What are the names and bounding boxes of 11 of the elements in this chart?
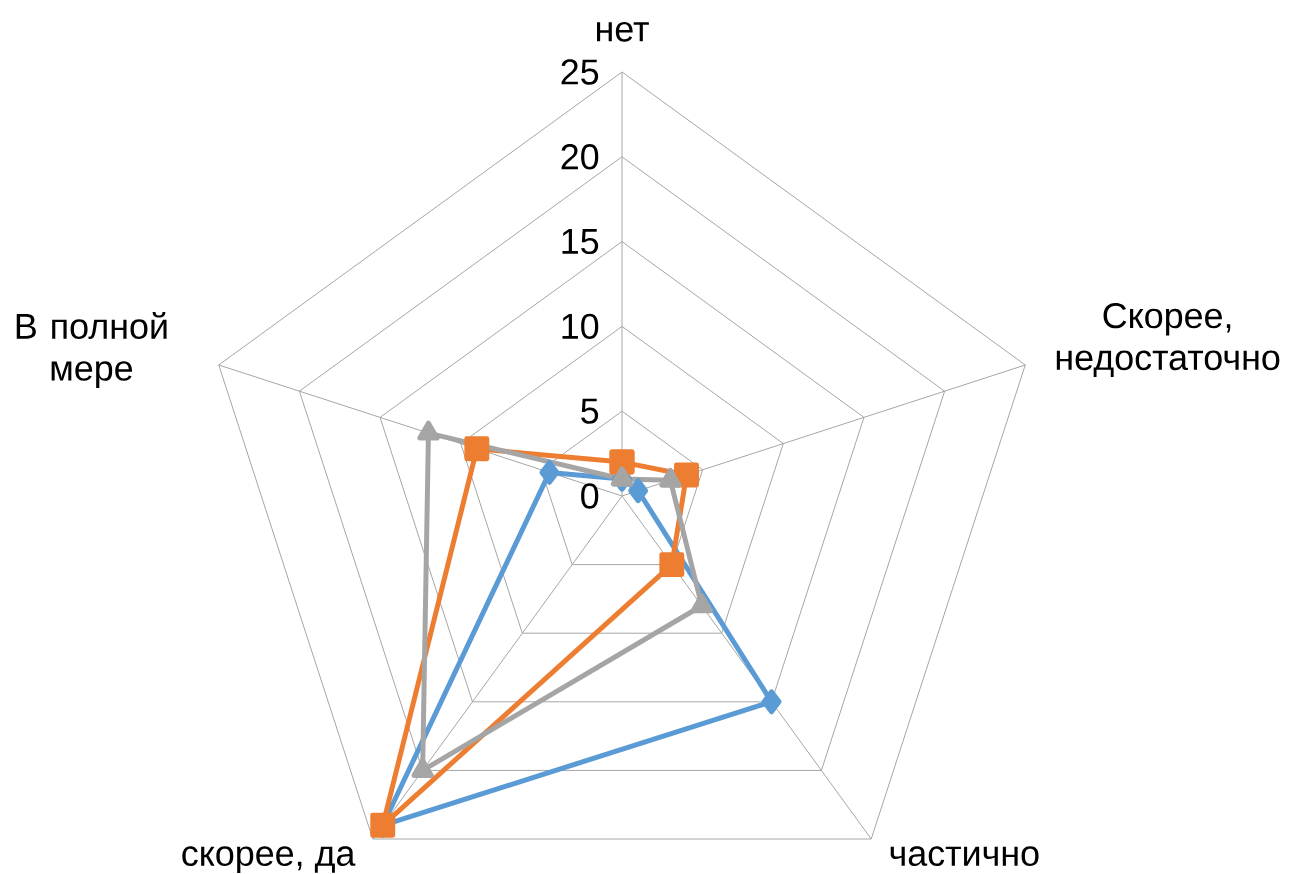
y-tick-label: 20 [561, 144, 599, 170]
spoke-label: В полной мере [16, 312, 167, 388]
y-tick-label: 25 [561, 59, 599, 85]
spoke-label: Скорее, недостаточно [1056, 302, 1280, 377]
y-tick-label: 5 [581, 398, 599, 424]
y-tick-label: 10 [562, 313, 599, 340]
y-tick-label: 15 [562, 229, 599, 255]
spoke-label: нет [597, 21, 649, 42]
spoke-label: скорее, да [182, 846, 356, 874]
spoke-label: частично [890, 846, 1039, 867]
y-tick-label: 0 [581, 483, 599, 509]
